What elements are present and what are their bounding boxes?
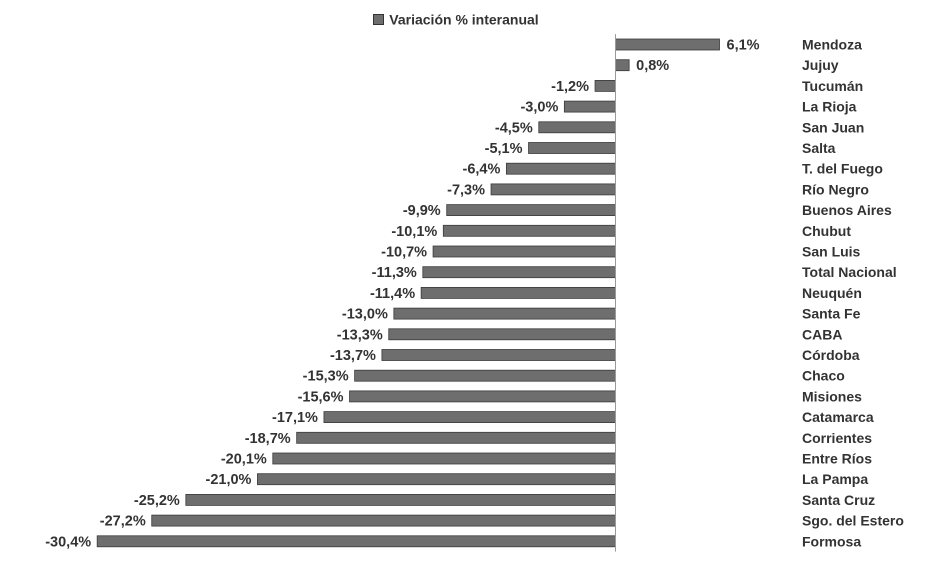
data-label: -13,3% [337,327,383,343]
data-label: -15,6% [298,389,344,405]
data-label: -11,4% [370,286,415,302]
category-label: La Rioja [802,99,857,115]
bar [185,493,616,506]
bar [446,204,616,217]
bar [393,307,616,320]
category-label: Salta [802,140,836,156]
bar [422,266,616,279]
legend-swatch [373,13,385,25]
data-label: -6,4% [462,162,500,178]
category-label: Santa Cruz [802,492,875,508]
data-label: 0,8% [636,58,669,74]
bar [257,473,616,486]
category-label: Entre Ríos [802,451,872,467]
category-label: Misiones [802,388,862,404]
bar [594,80,616,92]
bar [381,349,616,361]
data-label: -15,3% [303,369,349,385]
data-label: -21,0% [205,472,251,488]
category-label: Tucumán [802,78,863,94]
bar [615,38,720,51]
bar [354,369,616,382]
category-label: San Luis [802,244,861,260]
category-label: Total Nacional [802,264,897,280]
data-label: -13,0% [342,307,388,323]
category-label: Chaco [802,368,845,384]
category-label: Córdoba [802,347,860,363]
data-label: -5,1% [485,141,523,157]
data-label: -18,7% [245,431,291,447]
category-label: Formosa [802,533,861,549]
legend: Variación % interanual [0,10,932,28]
bar [420,286,616,299]
bar [615,59,630,72]
bar [563,100,616,113]
bar [528,142,616,154]
category-label: Mendoza [802,37,862,53]
data-label: -20,1% [221,452,267,468]
category-label: La Pampa [802,471,868,487]
category-label: CABA [802,326,842,342]
category-label: Catamarca [802,409,874,425]
bar [442,224,616,237]
category-label: Neuquén [802,285,862,301]
bar [96,535,616,548]
category-label: Buenos Aires [802,202,892,218]
data-label: -25,2% [134,493,180,509]
category-label: San Juan [802,119,864,135]
data-label: -9,9% [403,203,441,219]
bar [272,452,616,465]
bar [349,390,616,403]
data-label: -3,0% [520,100,558,116]
category-label: Santa Fe [802,306,861,322]
bar [432,245,616,258]
legend-label: Variación % interanual [389,11,539,28]
data-label: -27,2% [100,514,146,530]
category-label: Jujuy [802,57,839,73]
bar [296,431,616,444]
data-label: -17,1% [272,410,318,426]
data-label: -13,7% [330,348,376,364]
data-label: -4,5% [495,120,533,136]
data-label: -10,7% [381,245,427,261]
data-label: -30,4% [45,534,91,550]
data-label: -10,1% [391,224,437,240]
bar [323,411,616,424]
bar [151,514,616,527]
category-label: Chubut [802,223,851,239]
bar [490,183,616,196]
data-label: -7,3% [447,182,485,198]
bar [388,328,616,341]
category-label: Río Negro [802,181,869,197]
data-label: 6,1% [727,38,760,54]
data-label: -1,2% [551,79,589,95]
category-label: Sgo. del Estero [802,513,904,529]
data-label: -11,3% [372,265,417,281]
bar [538,121,616,134]
category-label: T. del Fuego [802,161,883,177]
category-label: Corrientes [802,430,872,446]
bar [505,162,616,175]
